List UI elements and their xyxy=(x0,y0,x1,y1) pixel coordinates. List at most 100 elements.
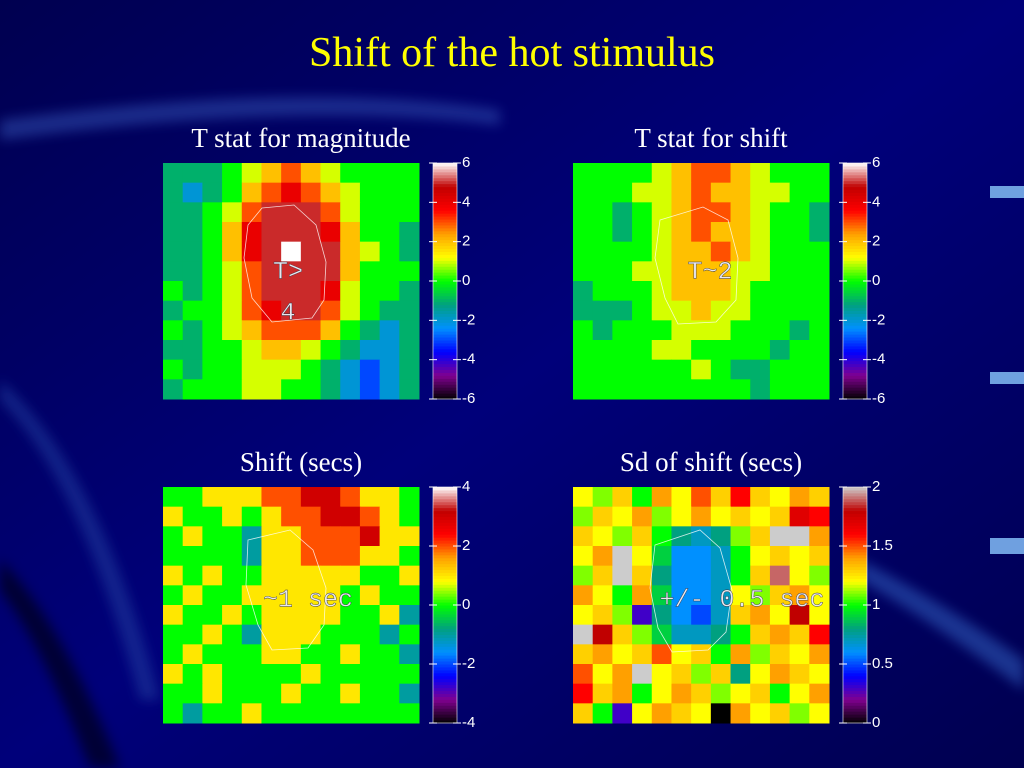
heatmap-panel: T stat for magnitude -6 -4 -2 0 2 4 6 xyxy=(163,123,475,407)
heatmap-cell xyxy=(222,320,243,341)
heatmap-cell xyxy=(359,222,381,243)
heatmap-cell xyxy=(300,281,322,302)
heatmap-cell xyxy=(359,241,381,262)
colorbar-segment xyxy=(433,316,457,320)
heatmap-cell xyxy=(573,526,594,547)
colorbar-segment xyxy=(433,702,457,706)
heatmap-cell xyxy=(182,683,203,704)
heatmap-cell xyxy=(632,624,653,645)
heatmap-cell xyxy=(612,359,633,380)
heatmap-cell xyxy=(769,182,791,203)
heatmap-cell xyxy=(261,241,282,262)
heatmap-cell xyxy=(769,202,791,223)
colorbar-segment xyxy=(433,174,457,179)
heatmap-cell xyxy=(222,261,243,282)
colorbar-segment xyxy=(433,325,457,329)
heatmap-cell xyxy=(592,585,613,606)
heatmap-cell xyxy=(651,281,672,302)
heatmap-cell xyxy=(710,163,732,184)
heatmap-cell xyxy=(320,359,341,380)
colorbar-segment xyxy=(843,307,867,311)
colorbar-segment xyxy=(843,289,867,294)
colorbar-tick-label: 4 xyxy=(462,193,470,210)
heatmap-cell xyxy=(789,163,810,184)
colorbar-segment xyxy=(433,640,457,644)
colorbar-segment xyxy=(843,599,867,603)
heatmap-cell xyxy=(632,664,653,685)
colorbar-segment xyxy=(843,720,867,724)
heatmap-cell xyxy=(730,359,751,380)
heatmap-cell xyxy=(671,664,692,685)
heatmap-cell xyxy=(769,585,791,606)
heatmap-cell xyxy=(202,487,223,508)
colorbar-segment xyxy=(843,548,867,553)
heatmap-cell xyxy=(163,222,184,243)
colorbar-segment xyxy=(843,655,867,659)
heatmap-cell xyxy=(671,163,692,184)
colorbar-segment xyxy=(433,489,457,494)
colorbar-segment xyxy=(843,251,867,255)
colorbar-segment xyxy=(843,625,867,630)
colorbar-segment xyxy=(843,566,867,571)
heatmap-cell xyxy=(710,683,732,704)
heatmap-cell xyxy=(789,605,810,626)
heatmap-cell xyxy=(809,506,830,527)
heatmap-cell xyxy=(730,340,751,361)
heatmap-cell xyxy=(182,664,203,685)
heatmap-cell xyxy=(671,644,692,665)
heatmap-cell xyxy=(592,605,613,626)
heatmap-cell xyxy=(691,241,712,262)
heatmap-cell xyxy=(320,300,341,321)
heatmap-cell xyxy=(691,359,712,380)
heatmap-cell xyxy=(789,546,810,567)
colorbar-segment xyxy=(843,681,867,686)
colorbar-segment xyxy=(843,342,867,347)
colorbar-segment xyxy=(843,696,867,700)
heatmap-cell xyxy=(750,565,771,586)
heatmap-cell xyxy=(359,487,381,508)
heatmap-cell xyxy=(671,546,692,567)
heatmap-cell xyxy=(163,624,184,645)
colorbar-segment xyxy=(843,242,867,247)
heatmap-cell xyxy=(359,585,381,606)
colorbar-segment xyxy=(843,328,867,332)
heatmap-cell xyxy=(241,487,262,508)
colorbar-segment xyxy=(433,334,457,338)
heatmap-cell xyxy=(769,359,791,380)
colorbar-segment xyxy=(433,554,457,559)
heatmap-cell xyxy=(182,585,203,606)
colorbar-segment xyxy=(843,516,867,520)
colorbar-segment xyxy=(433,610,457,615)
heatmap-cell xyxy=(750,261,771,282)
heatmap-cell xyxy=(320,664,341,685)
colorbar-segment xyxy=(843,384,867,388)
heatmap-cell xyxy=(710,624,732,645)
heatmap-cell xyxy=(281,241,302,262)
colorbar-segment xyxy=(433,675,457,680)
heatmap-cell xyxy=(769,683,791,704)
heatmap-cell xyxy=(399,546,420,567)
heatmap-cell xyxy=(730,703,751,724)
heatmap-cell xyxy=(612,565,633,586)
colorbar-segment xyxy=(843,351,867,356)
heatmap-cell xyxy=(632,487,653,508)
heatmap-cell xyxy=(320,379,341,400)
heatmap-cell xyxy=(710,664,732,685)
heatmap-cell xyxy=(222,222,243,243)
heatmap-cell xyxy=(789,683,810,704)
heatmap-cell xyxy=(573,359,594,380)
heatmap-cell xyxy=(300,703,322,724)
heatmap-cell xyxy=(222,202,243,223)
heatmap-cell xyxy=(281,585,302,606)
colorbar-segment xyxy=(843,699,867,703)
heatmap-cell xyxy=(769,624,791,645)
heatmap-cell xyxy=(632,202,653,223)
colorbar-segment xyxy=(843,263,867,267)
colorbar-segment xyxy=(843,634,867,638)
heatmap-cell xyxy=(320,506,341,527)
colorbar-tick-label: 2 xyxy=(462,537,470,554)
colorbar-segment xyxy=(433,213,457,217)
heatmap-cell xyxy=(730,379,751,400)
heatmap-cell xyxy=(359,546,381,567)
heatmap-cell xyxy=(750,703,771,724)
